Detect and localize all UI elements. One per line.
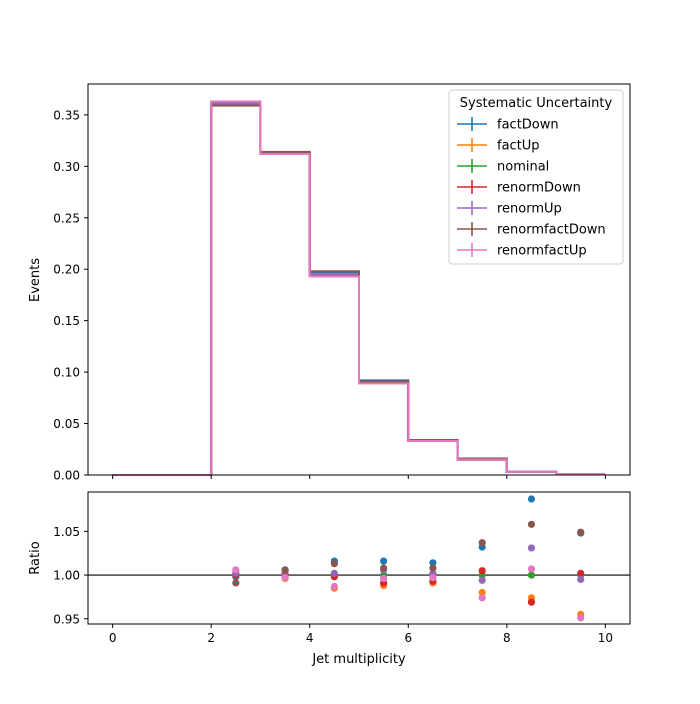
ratio-point-renormUp [330, 569, 338, 577]
ratio-point-renormfactDown [478, 539, 486, 547]
top-y-tick-label: 0.10 [53, 366, 80, 380]
legend-label-renormfactUp: renormfactUp [497, 244, 587, 259]
ratio-point-renormfactDown [429, 564, 437, 572]
legend-entry-nominal: nominal [457, 159, 549, 175]
top-y-tick-label: 0.30 [53, 160, 80, 174]
ratio-point-renormfactDown [380, 564, 388, 572]
ratio-point-renormfactDown [527, 520, 536, 528]
bottom-y-tick-label: 1.00 [53, 569, 80, 583]
bottom-x-ticks: 0 2 4 6 8 10 [109, 624, 613, 645]
bottom-plot-frame [87, 491, 631, 625]
bottom-x-tick-label: 4 [306, 631, 314, 645]
legend-box [448, 89, 624, 265]
bottom-x-tick-label: 8 [503, 631, 511, 645]
bottom-x-tick-label: 2 [207, 631, 215, 645]
ratio-point-renormfactUp [380, 574, 388, 583]
ratio-point-factDown [380, 557, 388, 565]
legend-label-renormUp: renormUp [497, 202, 562, 217]
ratio-point-renormDown [577, 569, 585, 577]
ratio-point-factDown [429, 559, 437, 567]
legend-entry-renormUp: renormUp [457, 201, 562, 217]
top-y-tick-label: 0.25 [53, 211, 80, 225]
legend-label-renormfactDown: renormfactDown [497, 223, 606, 238]
legend-label-factUp: factUp [497, 139, 540, 154]
bottom-y-tick-label: 0.95 [53, 612, 80, 626]
ratio-point-renormfactDown [232, 579, 240, 587]
bottom-y-ticks: 0.95 1.00 1.05 [53, 525, 88, 626]
legend-label-nominal: nominal [497, 160, 549, 175]
top-x-ticks [112, 475, 606, 479]
ratio-point-nominal [527, 571, 536, 579]
legend-entry-renormfactUp: renormfactUp [457, 243, 587, 259]
ratio-point-factDown [527, 495, 536, 503]
bottom-y-axis-label: Ratio [28, 541, 43, 574]
x-axis-label: Jet multiplicity [311, 652, 406, 667]
ratio-point-renormUp [478, 576, 486, 584]
ratio-point-renormfactUp [478, 594, 486, 602]
top-y-ticks: 0.00 0.05 0.10 0.15 0.20 0.25 0.30 0.35 [53, 108, 88, 483]
legend-label-renormDown: renormDown [497, 181, 581, 196]
ratio-point-renormfactDown [330, 560, 338, 568]
legend-label-factDown: factDown [497, 118, 559, 133]
legend-title: Systematic Uncertainty [460, 96, 613, 111]
legend-entries: factDown factUp nominal renormDown renormUp r… [457, 117, 606, 259]
top-y-tick-label: 0.35 [53, 108, 80, 122]
legend-entry-factUp: factUp [457, 138, 540, 154]
ratio-point-renormUp [577, 575, 585, 584]
ratio-point-renormfactDown [281, 567, 289, 575]
histogram-renormfactUp [112, 100, 606, 476]
bottom-x-tick-label: 6 [404, 631, 412, 645]
ratio-point-renormDown [478, 567, 486, 575]
top-y-tick-label: 0.20 [53, 263, 80, 277]
ratio-point-renormfactUp [330, 582, 338, 591]
ratio-point-renormfactUp [577, 614, 585, 622]
top-y-tick-label: 0.00 [53, 469, 80, 483]
top-y-axis-label: Events [28, 258, 43, 302]
ratio-points-group [232, 495, 585, 622]
ratio-point-renormDown [527, 598, 536, 606]
bottom-y-tick-label: 1.05 [53, 525, 80, 539]
legend-entry-factDown: factDown [457, 117, 559, 133]
legend-entry-renormDown: renormDown [457, 180, 581, 196]
top-panel: 0.000.050.100.150.200.250.300.35 Events … [28, 83, 631, 483]
top-y-tick-label: 0.15 [53, 314, 80, 328]
ratio-point-renormfactDown [577, 528, 585, 536]
legend: Systematic Uncertainty factDown factUp nom… [448, 89, 624, 265]
ratio-point-renormfactUp [232, 566, 240, 574]
ratio-point-renormfactUp [527, 565, 536, 573]
bottom-x-tick-label: 0 [109, 631, 117, 645]
bottom-panel: 0.95 1.00 1.05 0 2 4 6 8 10 Ratio Jet multiplic… [28, 491, 631, 667]
ratio-point-renormUp [527, 544, 536, 552]
ratio-point-renormfactUp [281, 574, 289, 582]
ratio-point-factUp [478, 588, 486, 597]
top-plot-frame [87, 83, 631, 476]
bottom-x-tick-label: 10 [598, 631, 613, 645]
top-y-tick-label: 0.05 [53, 417, 80, 431]
histogram-series-group [112, 100, 606, 476]
legend-entry-renormfactDown: renormfactDown [457, 222, 606, 238]
ratio-point-renormfactUp [429, 574, 437, 582]
